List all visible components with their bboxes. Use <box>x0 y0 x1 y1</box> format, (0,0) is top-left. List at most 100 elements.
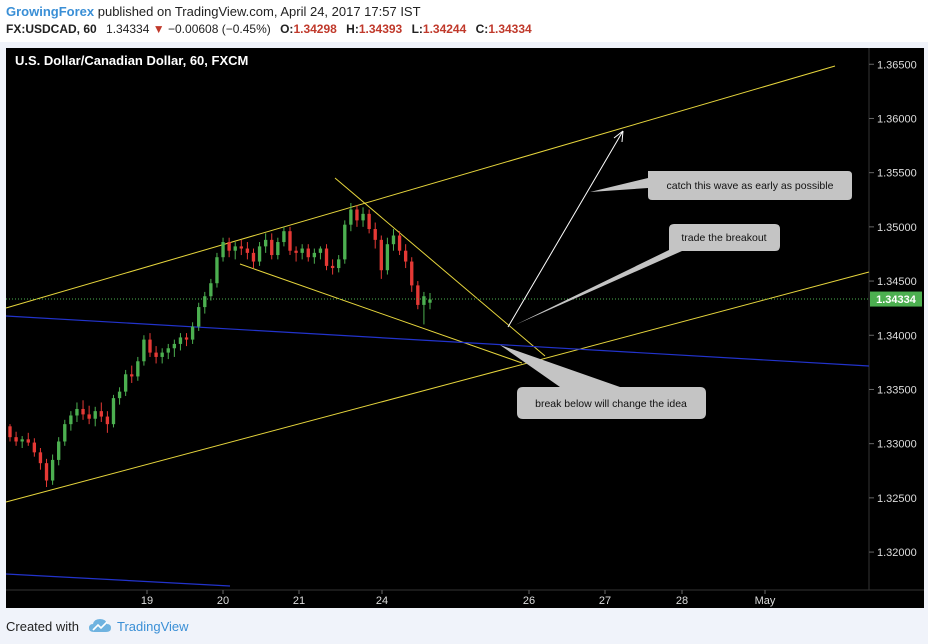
time-scale: 19 20 21 24 26 27 28 May <box>141 590 776 607</box>
candle-body <box>337 259 341 269</box>
descending-trendline[interactable] <box>334 177 546 357</box>
candle-body <box>343 224 347 260</box>
candle-body <box>178 337 183 344</box>
last-price: 1.34334 <box>106 22 150 36</box>
price-chart[interactable]: 1.36500 1.36000 1.35500 1.35000 1.34500 1.340… <box>0 44 928 610</box>
candle-body <box>123 374 128 392</box>
candle-body <box>251 252 256 262</box>
price-axis[interactable] <box>869 48 924 590</box>
projection-arrow-line[interactable] <box>507 130 624 328</box>
candle-body <box>403 250 408 262</box>
chart-footer: Created with TradingView <box>0 612 928 644</box>
chart-title: U.S. Dollar/Canadian Dollar, 60, FXCM <box>15 53 248 68</box>
publish-line: GrowingForex published on TradingView.co… <box>6 4 421 19</box>
price-tick-label: 1.33000 <box>877 439 917 451</box>
callout-trade-breakout[interactable]: trade the breakout <box>515 224 780 325</box>
time-tick-label: 26 <box>523 595 535 607</box>
candle-body <box>282 231 286 243</box>
price-scale: 1.36500 1.36000 1.35500 1.35000 1.34500 1.340… <box>869 59 917 559</box>
price-tick-label: 1.32500 <box>877 493 917 505</box>
arrow-head-icon <box>613 130 624 143</box>
candle-body <box>142 339 146 362</box>
candle-body <box>367 213 371 230</box>
candle-body <box>312 252 317 258</box>
last-price-tag-text: 1.34334 <box>876 294 917 306</box>
candle-body <box>14 437 18 442</box>
open-value: 1.34298 <box>293 22 337 36</box>
publish-info: published on TradingView.com, April 24, … <box>94 4 421 19</box>
price-tick-label: 1.34500 <box>877 276 917 288</box>
candle-body <box>410 261 414 286</box>
candle-body <box>184 337 189 340</box>
candle-body <box>379 239 383 271</box>
close-value: 1.34334 <box>488 22 532 36</box>
last-price-tag: 1.34334 <box>870 291 922 307</box>
candle-body <box>57 441 61 460</box>
candle-body <box>355 209 359 221</box>
time-tick-label: 20 <box>217 595 229 607</box>
candle-body <box>190 326 195 340</box>
candle-body <box>385 244 390 271</box>
plot-background <box>6 48 869 590</box>
candle-body <box>245 248 250 253</box>
time-tick-label: 27 <box>599 595 611 607</box>
candle-body <box>422 296 426 305</box>
candle-body <box>63 424 67 442</box>
time-tick-label: 19 <box>141 595 153 607</box>
tradingview-link[interactable]: TradingView <box>117 619 189 634</box>
candle-body <box>300 248 304 253</box>
chart-area[interactable]: 1.36500 1.36000 1.35500 1.35000 1.34500 1.340… <box>0 44 928 610</box>
candle-body <box>428 299 432 303</box>
price-tick-label: 1.33500 <box>877 384 917 396</box>
upper-channel-line[interactable] <box>5 65 836 309</box>
candle-body <box>148 339 152 353</box>
candle-body <box>44 463 49 481</box>
author-link[interactable]: GrowingForex <box>6 4 95 19</box>
candle-body <box>136 361 140 377</box>
callout-break-below[interactable]: break below will change the idea <box>500 345 706 419</box>
lower-channel-line[interactable] <box>5 271 870 503</box>
blue-trendline-lower[interactable] <box>5 573 231 587</box>
time-axis[interactable] <box>6 590 924 608</box>
candle-body <box>38 452 43 464</box>
candle-body <box>294 250 298 253</box>
candle-body <box>276 242 280 256</box>
candle-body <box>172 343 177 349</box>
candle-body <box>318 248 323 253</box>
blue-trendline-upper[interactable] <box>5 315 870 367</box>
candle-body <box>227 242 231 251</box>
candle-body <box>69 415 73 425</box>
candle-body <box>215 257 219 284</box>
price-tick-label: 1.34000 <box>877 330 917 342</box>
candle-body <box>391 235 396 245</box>
low-label: L: <box>411 22 423 36</box>
drawings-layer[interactable] <box>5 65 870 587</box>
callout-catch-wave[interactable]: catch this wave as early as possible <box>590 171 852 200</box>
callout-trade-breakout-text: trade the breakout <box>681 232 766 244</box>
candle-body <box>75 408 79 416</box>
candle-body <box>361 213 365 221</box>
chart-header: GrowingForex published on TradingView.co… <box>0 0 928 42</box>
candle-body <box>154 352 158 357</box>
ohlc-line: FX:USDCAD, 60 1.34334 ▼ −0.00608 (−0.45%… <box>6 22 532 36</box>
price-tick-label: 1.32000 <box>877 547 917 559</box>
candle-body <box>81 408 85 415</box>
wedge-support-line[interactable] <box>239 263 523 364</box>
candle-body <box>209 283 213 297</box>
candle-body <box>20 439 24 442</box>
open-label: O: <box>280 22 294 36</box>
callout-trade-breakout-bubble <box>515 224 780 325</box>
candle-body <box>166 348 170 353</box>
candle-body <box>117 391 122 399</box>
candle-body <box>306 248 310 258</box>
callout-catch-wave-text: catch this wave as early as possible <box>667 180 834 192</box>
tradingview-cloud-icon[interactable] <box>88 617 112 640</box>
candle-body <box>93 411 97 419</box>
candle-body <box>288 231 292 251</box>
candle-body <box>203 296 207 308</box>
candle-body <box>197 307 201 327</box>
candle-body <box>8 426 12 438</box>
price-tick-label: 1.36500 <box>877 59 917 71</box>
down-arrow-icon: ▼ <box>152 22 165 36</box>
candle-body <box>111 398 116 425</box>
